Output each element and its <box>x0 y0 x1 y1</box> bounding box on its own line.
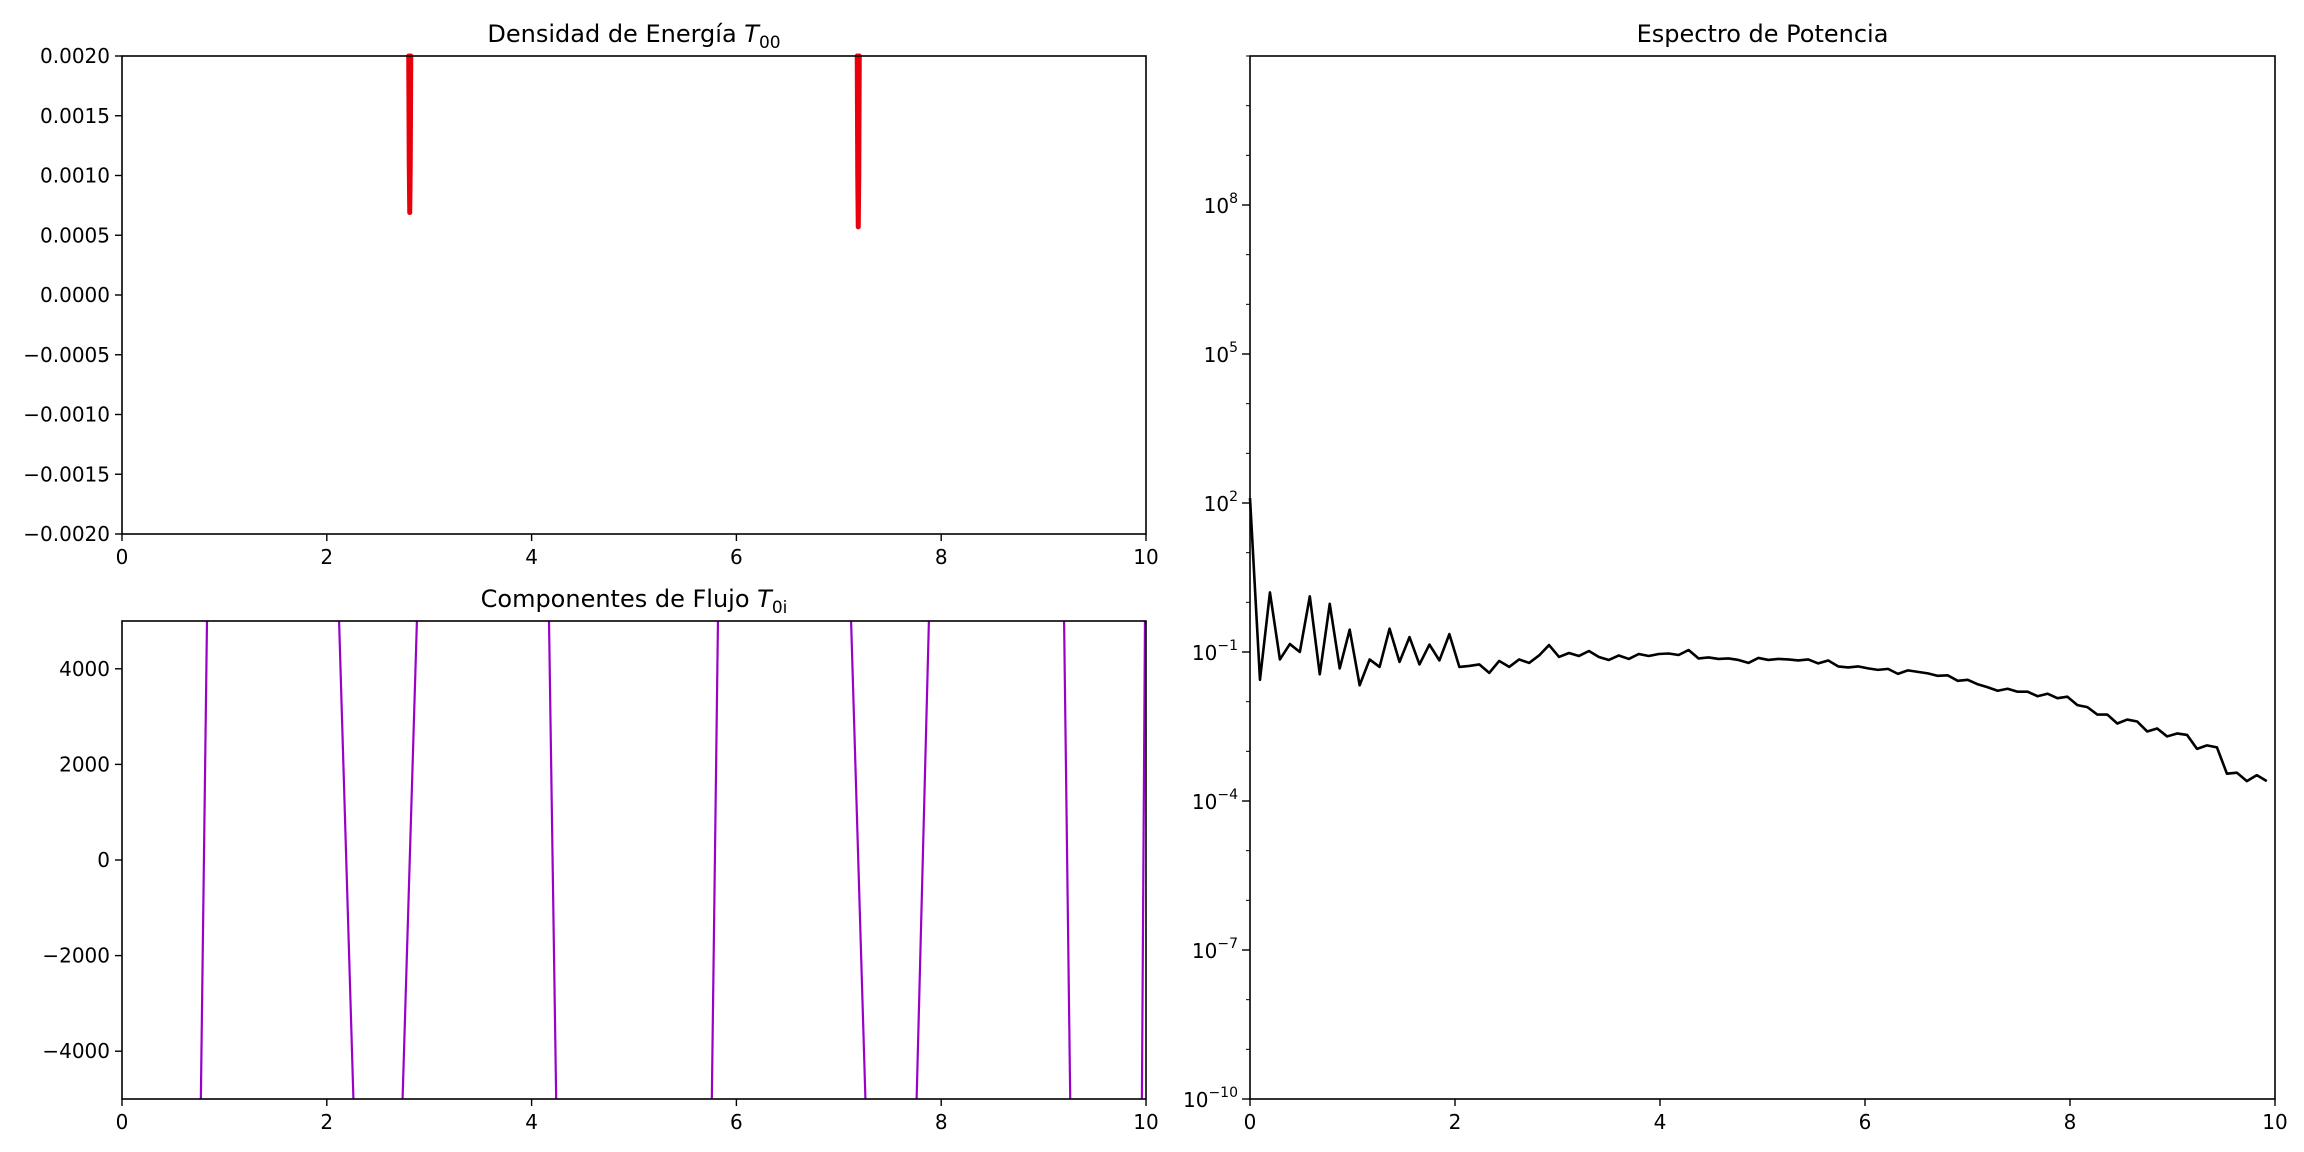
energy-density-line <box>854 53 862 230</box>
y-tick-label: −0.0020 <box>23 522 110 546</box>
y-tick-label: 102 <box>1204 489 1238 516</box>
y-tick-label: 0.0000 <box>40 283 110 307</box>
chart-title: Densidad de Energía T00 <box>487 20 780 53</box>
y-tick-label: −0.0005 <box>23 343 110 367</box>
y-tick-label: 2000 <box>59 752 110 776</box>
y-tick-label: 105 <box>1204 340 1238 367</box>
x-tick-label: 4 <box>525 1110 538 1134</box>
flux-line <box>337 620 355 1100</box>
x-tick-label: 0 <box>116 1110 129 1134</box>
power-spectrum-line <box>1248 497 2268 783</box>
energy-density-line <box>406 53 414 216</box>
y-tick-label: 10−4 <box>1192 787 1238 814</box>
x-tick-label: 4 <box>525 545 538 569</box>
y-tick-label: 0.0020 <box>40 44 110 68</box>
x-tick-label: 8 <box>935 1110 948 1134</box>
x-tick-label: 2 <box>320 545 333 569</box>
x-tick-label: 8 <box>935 545 948 569</box>
y-tick-label: 0.0015 <box>40 104 110 128</box>
x-tick-label: 2 <box>1449 1110 1462 1134</box>
power-spectrum-chart: 0 2 4 6 8 10 108 105 102 10−1 10−4 10−7 10−10 Espectr… <box>1183 20 2288 1134</box>
x-tick-label: 10 <box>2262 1110 2287 1134</box>
x-tick-label: 10 <box>1133 1110 1158 1134</box>
y-tick-label: 4000 <box>59 657 110 681</box>
x-tick-label: 2 <box>320 1110 333 1134</box>
flux-line <box>849 620 867 1100</box>
flux-line <box>547 620 558 1100</box>
x-tick-label: 6 <box>730 545 743 569</box>
axes-frame <box>121 55 1147 535</box>
flux-components-chart: 0 2 4 6 8 10 4000 2000 0 −2000 −4000 Componentes de… <box>42 585 1158 1134</box>
y-tick-label: 0.0010 <box>40 164 110 188</box>
x-tick-label: 6 <box>1859 1110 1872 1134</box>
x-tick-label: 0 <box>116 545 129 569</box>
x-tick-label: 4 <box>1654 1110 1667 1134</box>
y-tick-label: 0 <box>97 848 110 872</box>
y-tick-label: 10−1 <box>1192 638 1238 665</box>
axes-frame <box>121 620 1147 1100</box>
flux-line <box>1062 620 1072 1100</box>
x-tick-label: 0 <box>1244 1110 1257 1134</box>
flux-line <box>1140 620 1147 1100</box>
energy-density-chart: 0 2 4 6 8 10 0.0020 0.0015 0.0010 0.0005 0.0000 −0.… <box>23 20 1158 569</box>
y-tick-label: 0.0005 <box>40 223 110 247</box>
x-tick-label: 8 <box>2064 1110 2077 1134</box>
y-tick-label: 10−10 <box>1183 1085 1238 1112</box>
y-tick-label: −4000 <box>42 1039 110 1063</box>
y-tick-label: 108 <box>1204 191 1238 218</box>
chart-title: Espectro de Potencia <box>1637 20 1889 48</box>
axes-frame <box>1249 55 2276 1100</box>
flux-line <box>199 620 209 1100</box>
y-tick-label: −0.0010 <box>23 403 110 427</box>
x-tick-label: 6 <box>730 1110 743 1134</box>
y-tick-label: −2000 <box>42 944 110 968</box>
flux-line <box>401 620 419 1100</box>
chart-title: Componentes de Flujo T0i <box>481 585 788 618</box>
flux-line <box>710 620 720 1100</box>
flux-line <box>915 620 931 1100</box>
y-tick-label: 10−7 <box>1192 936 1238 963</box>
y-tick-label: −0.0015 <box>23 462 110 486</box>
x-tick-label: 10 <box>1133 545 1158 569</box>
